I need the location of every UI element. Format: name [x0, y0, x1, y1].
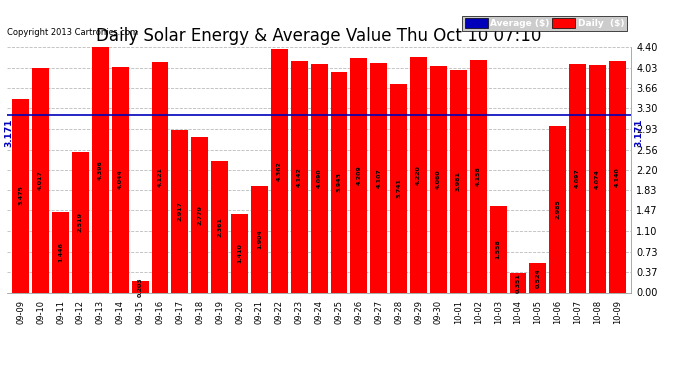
Bar	[391, 84, 407, 292]
Text: 4.362: 4.362	[277, 161, 282, 181]
Text: 2.985: 2.985	[555, 199, 560, 219]
Bar	[112, 67, 129, 292]
Text: 1.904: 1.904	[257, 230, 262, 249]
Text: 3.475: 3.475	[19, 186, 23, 206]
Text: 0.351: 0.351	[515, 273, 520, 292]
Text: 4.209: 4.209	[357, 165, 362, 185]
Text: 4.121: 4.121	[157, 168, 163, 188]
Text: 3.943: 3.943	[337, 172, 342, 192]
Text: 3.171: 3.171	[4, 118, 13, 147]
Text: 3.981: 3.981	[456, 171, 461, 191]
Bar	[450, 70, 467, 292]
Bar	[609, 62, 626, 292]
Bar	[12, 99, 29, 292]
Text: 2.361: 2.361	[217, 217, 222, 237]
Text: 4.044: 4.044	[118, 170, 123, 189]
Bar	[569, 64, 586, 292]
Text: 4.090: 4.090	[317, 168, 322, 188]
Bar	[92, 47, 109, 292]
Bar	[430, 66, 447, 292]
Bar	[371, 63, 387, 292]
Text: 2.519: 2.519	[78, 212, 83, 232]
Bar	[470, 60, 486, 292]
Bar	[132, 281, 148, 292]
Text: 1.558: 1.558	[495, 239, 501, 259]
Text: 3.171: 3.171	[634, 118, 643, 147]
Bar	[529, 263, 546, 292]
Bar	[72, 152, 89, 292]
Bar	[589, 65, 606, 292]
Text: 0.203: 0.203	[137, 277, 143, 297]
Text: 1.446: 1.446	[58, 242, 63, 262]
Bar	[52, 212, 69, 292]
Bar	[231, 214, 248, 292]
Bar	[310, 64, 328, 292]
Text: 3.741: 3.741	[396, 178, 401, 198]
Legend: Average ($), Daily  ($): Average ($), Daily ($)	[462, 16, 627, 31]
Text: 4.220: 4.220	[416, 165, 421, 184]
Bar	[171, 130, 188, 292]
Bar	[490, 206, 506, 292]
Text: 4.142: 4.142	[297, 167, 302, 187]
Text: 4.158: 4.158	[475, 166, 481, 186]
Bar	[509, 273, 526, 292]
Bar	[549, 126, 566, 292]
Text: 4.017: 4.017	[38, 171, 43, 190]
Text: 4.107: 4.107	[376, 168, 382, 188]
Bar	[211, 161, 228, 292]
Bar	[290, 61, 308, 292]
Bar	[191, 137, 208, 292]
Text: 1.410: 1.410	[237, 243, 242, 263]
Text: 4.097: 4.097	[575, 168, 580, 188]
Text: 0.524: 0.524	[535, 268, 540, 288]
Text: 2.917: 2.917	[177, 201, 182, 221]
Text: 4.060: 4.060	[436, 170, 441, 189]
Bar	[152, 63, 168, 292]
Text: 4.074: 4.074	[595, 169, 600, 189]
Text: 4.140: 4.140	[615, 167, 620, 187]
Bar	[251, 186, 268, 292]
Bar	[351, 57, 367, 292]
Text: 4.396: 4.396	[98, 160, 103, 180]
Bar	[32, 68, 49, 292]
Title: Daily Solar Energy & Average Value Thu Oct 10 07:10: Daily Solar Energy & Average Value Thu O…	[97, 27, 542, 45]
Bar	[410, 57, 427, 292]
Text: Copyright 2013 Cartronics.com: Copyright 2013 Cartronics.com	[7, 28, 138, 37]
Bar	[331, 72, 348, 292]
Bar	[271, 49, 288, 292]
Text: 2.779: 2.779	[197, 205, 202, 225]
